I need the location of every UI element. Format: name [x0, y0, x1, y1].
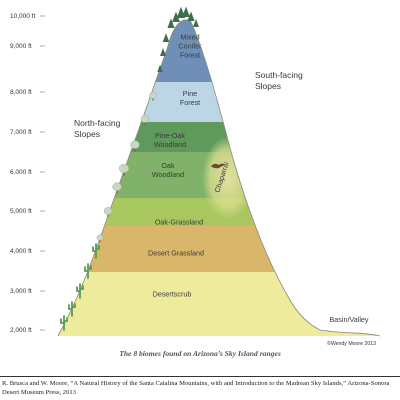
- biome-label: Oak: [161, 161, 175, 170]
- tree-trunk: [152, 97, 154, 101]
- tree-trunk: [123, 171, 125, 176]
- north-slope-line-2: Slopes: [74, 129, 100, 139]
- north-slope-label: North-facing Slopes: [74, 118, 121, 139]
- biome-band: [58, 226, 380, 272]
- elevation-label: 7,000 ft: [10, 129, 32, 136]
- elevation-label: 3,000 ft: [10, 288, 32, 295]
- cactus-icon: [92, 243, 100, 259]
- basin-valley-label: Basin/Valley: [329, 315, 368, 324]
- biome-label: Forest: [180, 98, 200, 107]
- oak-tree-icon: [149, 91, 157, 99]
- conifer-tree-icon: [167, 18, 175, 28]
- biome-band: [58, 82, 380, 122]
- oak-tree-icon: [112, 182, 122, 191]
- tree-trunk: [116, 189, 118, 194]
- biome-label: Woodland: [154, 140, 186, 149]
- elevation-label: 8,000 ft: [10, 89, 32, 96]
- oak-tree-icon: [96, 234, 104, 241]
- sky-island-diagram: 10,000 ft 9,000 ft 8,000 ft 7,000 ft 6,000 f…: [10, 6, 381, 347]
- conifer-tree-icon: [182, 6, 190, 17]
- conifer-tree-icon: [157, 64, 163, 72]
- oak-tree-icon: [103, 207, 113, 215]
- biome-label: Desert Grassland: [148, 249, 204, 258]
- cactus-icon: [84, 263, 92, 279]
- conifer-tree-icon: [162, 33, 170, 42]
- biome-band: [58, 272, 380, 336]
- south-slope-line-2: Slopes: [255, 81, 281, 91]
- elevation-axis: 10,000 ft 9,000 ft 8,000 ft 7,000 ft 6,000 f…: [10, 13, 45, 334]
- slope-vegetation: [60, 6, 199, 331]
- oak-tree-icon: [140, 115, 150, 123]
- conifer-tree-icon: [187, 11, 195, 21]
- credit-label: ©Wendy Moore 2013: [327, 340, 376, 347]
- conifer-tree-icon: [172, 11, 180, 22]
- oak-tree-icon: [118, 163, 129, 173]
- biome-label: Mixed: [180, 33, 199, 42]
- elevation-label: 6,000 ft: [10, 169, 32, 176]
- south-slope-line-1: South-facing: [255, 70, 303, 80]
- figure: 10,000 ft 9,000 ft 8,000 ft 7,000 ft 6,000 f…: [10, 6, 381, 358]
- source-citation: R. Brusca and W. Moore, “A Natural Histo…: [2, 380, 390, 396]
- cactus-icon: [68, 301, 76, 317]
- tree-trunk: [107, 213, 109, 217]
- elevation-label: 2,000 ft: [10, 327, 32, 334]
- biome-label: Pine-Oak: [155, 131, 185, 140]
- cactus-icon: [76, 283, 84, 299]
- tree-trunk: [144, 121, 146, 125]
- south-slope-label: South-facing Slopes: [255, 70, 303, 91]
- biome-label: Forest: [180, 51, 200, 60]
- oak-tree-icon: [130, 140, 140, 149]
- bird-icon: [211, 163, 225, 169]
- tree-trunk: [134, 147, 136, 152]
- biome-label: Woodland: [152, 170, 184, 179]
- biome-band: [58, 20, 380, 82]
- north-slope-line-1: North-facing: [74, 118, 121, 128]
- biome-label: Conifer: [178, 42, 202, 51]
- conifer-tree-icon: [193, 19, 199, 27]
- cactus-icon: [60, 315, 68, 331]
- biome-label: Pine: [183, 89, 197, 98]
- biome-label: Desertscrub: [153, 290, 192, 299]
- caption-divider: [0, 376, 400, 377]
- chaparral-patch: [202, 136, 254, 220]
- conifer-tree-icon: [160, 48, 166, 56]
- figure-caption: The 8 biomes found on Arizona’s Sky Isla…: [119, 349, 281, 358]
- elevation-label: 4,000 ft: [10, 248, 32, 255]
- elevation-label: 9,000 ft: [10, 43, 32, 50]
- elevation-label: 5,000 ft: [10, 208, 32, 215]
- elevation-label: 10,000 ft: [10, 13, 35, 20]
- biome-label: Oak-Grassland: [155, 218, 203, 227]
